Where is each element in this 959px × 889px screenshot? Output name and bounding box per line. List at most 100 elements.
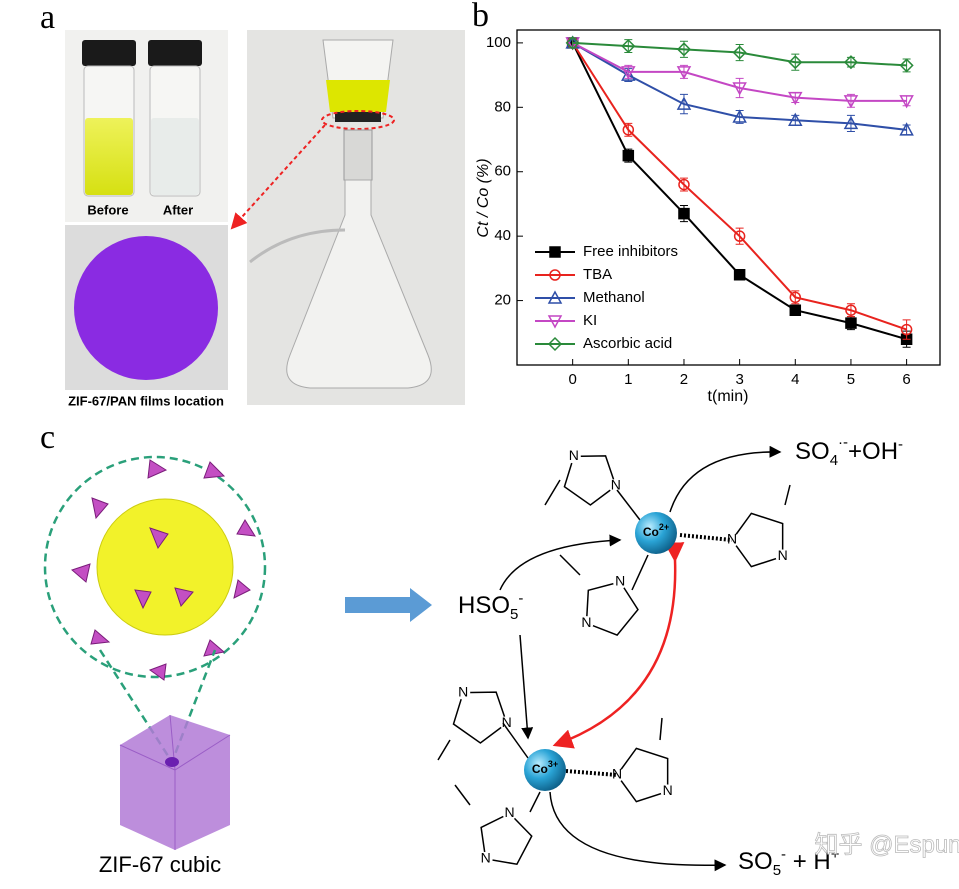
atom-label: N — [502, 714, 512, 730]
vial-label: Before — [87, 202, 128, 217]
co3-atom — [524, 749, 566, 791]
marker — [621, 67, 636, 81]
chart: 20 40 60 80 100 0 1 2 3 4 5 6 Free inhibitors TBA Meth… — [486, 34, 914, 388]
bond — [631, 554, 649, 591]
atom-label: N — [458, 683, 468, 699]
marker — [732, 109, 747, 123]
bond — [565, 769, 618, 777]
marker — [676, 96, 692, 110]
arrow — [519, 634, 534, 740]
marker — [732, 82, 747, 96]
marker — [900, 323, 913, 336]
atom-bg — [566, 449, 581, 464]
atom-bg — [610, 768, 624, 782]
marker — [622, 124, 635, 136]
panel-label: a — [40, 0, 55, 36]
legend-label: TBA — [583, 266, 612, 283]
methyl — [544, 479, 561, 506]
atom-label: N — [569, 447, 579, 463]
methyl — [454, 784, 471, 806]
legend-label: Free inhibitors — [583, 243, 678, 260]
tetrahedra — [71, 459, 256, 681]
y-tick-label: 20 — [494, 292, 511, 309]
error-bar — [846, 56, 855, 68]
co2-label: Co2+ — [643, 522, 669, 539]
co3-label: Co3+ — [532, 759, 558, 776]
marker — [788, 55, 803, 70]
marker — [733, 230, 746, 242]
y-tick-label: 80 — [494, 98, 511, 115]
marker — [678, 207, 690, 220]
methyl — [437, 739, 451, 761]
co2-atom — [635, 512, 677, 554]
legend-label: KI — [583, 312, 597, 329]
x-tick-label: 6 — [902, 371, 910, 388]
atom-bg — [775, 549, 790, 564]
atom-bg — [478, 851, 493, 866]
methyl — [559, 554, 581, 576]
liquid-before — [85, 118, 133, 195]
marker — [899, 95, 914, 109]
marker — [621, 66, 636, 80]
bond — [616, 489, 641, 521]
atom-label: N — [663, 782, 673, 798]
watermark: 知乎 @Espun — [814, 831, 959, 858]
legend-label: Ascorbic acid — [583, 335, 672, 352]
product-top: SO4·-+OH- — [795, 434, 903, 469]
plot-frame — [516, 29, 941, 366]
cube-spot — [165, 757, 179, 767]
marker — [788, 112, 803, 126]
marker — [547, 315, 563, 329]
y-tick-label: 100 — [486, 34, 511, 51]
x-tick-label: 0 — [568, 371, 576, 388]
bond — [502, 722, 529, 759]
x-tick-label: 1 — [624, 371, 632, 388]
atom-label: N — [612, 766, 622, 782]
legend-label: Methanol — [583, 289, 645, 306]
marker — [789, 304, 802, 316]
arrow — [499, 534, 622, 591]
imidazole-ring — [563, 455, 617, 506]
marker — [678, 178, 690, 191]
marker — [549, 246, 561, 258]
marker — [843, 55, 859, 70]
arrow — [549, 791, 727, 872]
marker — [565, 35, 580, 50]
panel-label: c — [40, 419, 55, 456]
atom-bg — [456, 685, 471, 700]
film-caption: ZIF-67/PAN films location — [68, 393, 224, 408]
marker — [547, 290, 563, 304]
atom-bg — [660, 784, 675, 799]
atom-label: N — [611, 477, 621, 493]
film — [74, 236, 218, 380]
bond — [679, 533, 733, 542]
marker — [845, 317, 857, 329]
marker — [788, 91, 803, 106]
imidazole-ring — [616, 747, 669, 803]
error-bar — [902, 319, 911, 340]
atom-label: N — [481, 850, 491, 866]
arrow — [669, 445, 782, 513]
y-tick-label: 60 — [494, 163, 511, 180]
methyl — [784, 484, 791, 506]
x-axis-label: t(min) — [708, 388, 749, 405]
highlight — [321, 110, 395, 130]
marker — [845, 304, 857, 316]
atom-label: N — [615, 573, 625, 589]
cage — [96, 498, 234, 636]
zoom-circle — [43, 455, 267, 679]
imidazole-ring — [731, 512, 784, 568]
error-bar — [568, 37, 577, 49]
marker — [899, 122, 914, 136]
marker — [549, 269, 561, 281]
cubic-caption: ZIF-67 cubic — [99, 852, 221, 877]
marker — [732, 45, 747, 60]
stopper — [343, 129, 373, 181]
hso5: HSO5- — [458, 590, 523, 623]
marker — [789, 291, 802, 304]
x-tick-label: 5 — [847, 371, 855, 388]
atom-bg — [608, 478, 623, 493]
product-bottom: SO5- + H+ — [738, 846, 840, 879]
vial-cap — [82, 40, 136, 66]
